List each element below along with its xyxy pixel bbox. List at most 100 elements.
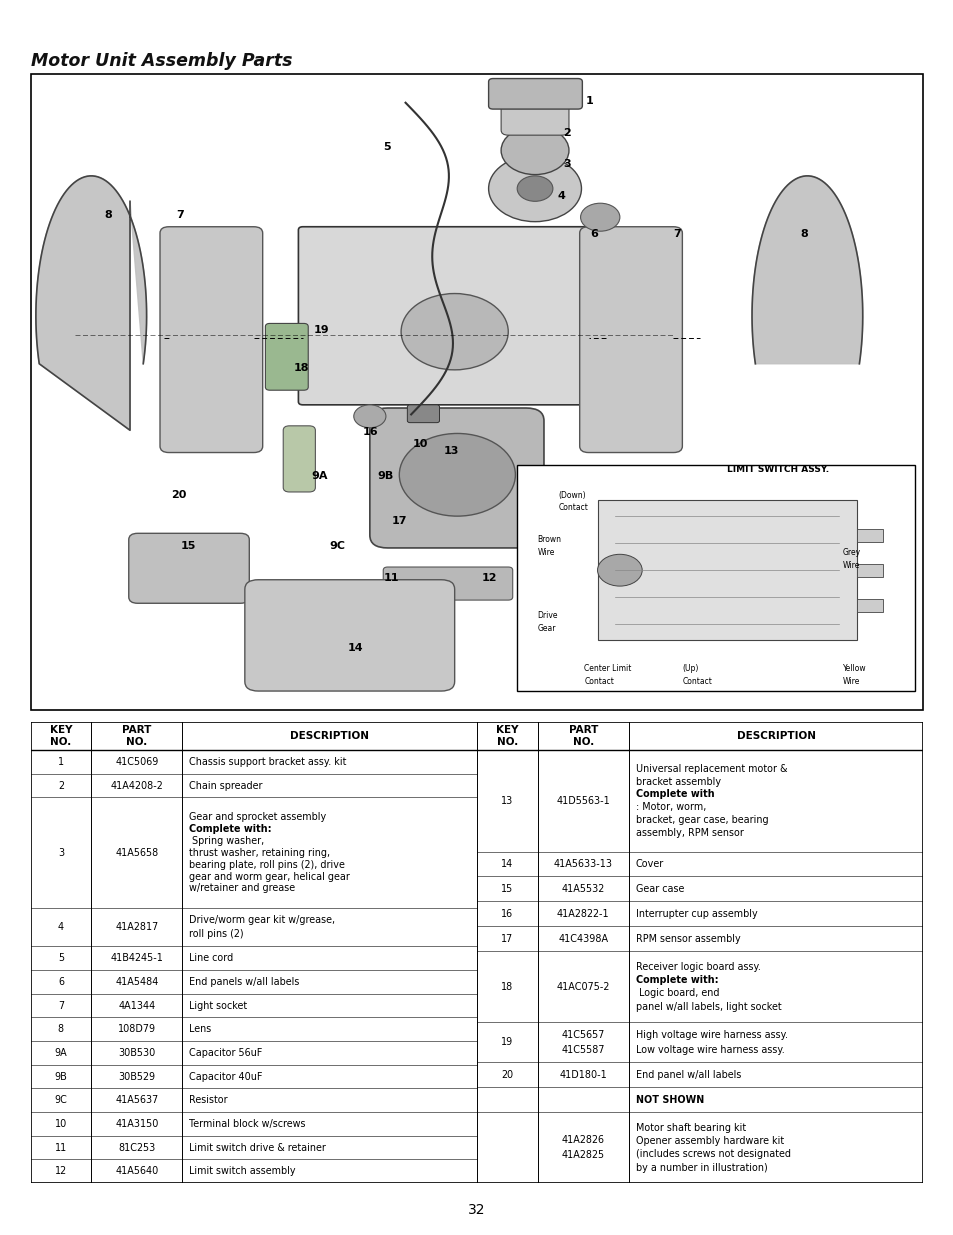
Text: 4: 4 bbox=[557, 191, 564, 201]
Text: PART
NO.: PART NO. bbox=[568, 725, 598, 747]
Text: 9A: 9A bbox=[312, 471, 328, 482]
Text: Contact: Contact bbox=[681, 677, 712, 685]
Text: 20: 20 bbox=[171, 490, 186, 500]
Text: Limit switch assembly: Limit switch assembly bbox=[190, 1166, 295, 1176]
Text: 10: 10 bbox=[54, 1119, 67, 1129]
Text: 41D5563-1: 41D5563-1 bbox=[556, 795, 610, 805]
Text: 7: 7 bbox=[176, 210, 184, 220]
Text: 18: 18 bbox=[294, 363, 309, 373]
FancyBboxPatch shape bbox=[488, 79, 581, 109]
Text: 10: 10 bbox=[413, 440, 428, 450]
Text: 1: 1 bbox=[58, 757, 64, 767]
FancyBboxPatch shape bbox=[383, 567, 512, 600]
Text: Wire: Wire bbox=[537, 548, 555, 557]
Text: RPM sensor assembly: RPM sensor assembly bbox=[636, 934, 740, 944]
Text: 41C4398A: 41C4398A bbox=[558, 934, 608, 944]
Text: NOT SHOWN: NOT SHOWN bbox=[636, 1094, 703, 1105]
Polygon shape bbox=[751, 175, 862, 364]
Text: (includes screws not designated: (includes screws not designated bbox=[636, 1150, 790, 1160]
Text: 4A1344: 4A1344 bbox=[118, 1000, 155, 1010]
Text: 8: 8 bbox=[58, 1024, 64, 1034]
Text: 13: 13 bbox=[500, 795, 513, 805]
Text: 41A3150: 41A3150 bbox=[115, 1119, 158, 1129]
Text: 4: 4 bbox=[58, 923, 64, 932]
Text: 2: 2 bbox=[58, 781, 64, 790]
Text: LIMIT SWITCH ASSY.: LIMIT SWITCH ASSY. bbox=[726, 466, 828, 474]
Text: 12: 12 bbox=[481, 573, 497, 583]
Text: (Up): (Up) bbox=[681, 664, 698, 673]
Text: Limit switch drive & retainer: Limit switch drive & retainer bbox=[190, 1142, 326, 1152]
Text: Wire: Wire bbox=[842, 561, 860, 569]
FancyBboxPatch shape bbox=[298, 227, 610, 405]
Text: 16: 16 bbox=[362, 426, 378, 436]
Text: bearing plate, roll pins (2), drive: bearing plate, roll pins (2), drive bbox=[190, 860, 345, 869]
Text: 41B4245-1: 41B4245-1 bbox=[111, 953, 163, 963]
Text: gear and worm gear, helical gear: gear and worm gear, helical gear bbox=[190, 872, 350, 882]
Text: Chassis support bracket assy. kit: Chassis support bracket assy. kit bbox=[190, 757, 347, 767]
Text: 1: 1 bbox=[585, 96, 593, 106]
Text: 41A5637: 41A5637 bbox=[115, 1095, 158, 1105]
Circle shape bbox=[580, 204, 619, 231]
Text: 9B: 9B bbox=[54, 1072, 68, 1082]
Text: Contact: Contact bbox=[558, 504, 587, 513]
Text: Gear: Gear bbox=[537, 624, 556, 634]
Text: w/retainer and grease: w/retainer and grease bbox=[190, 883, 295, 893]
Circle shape bbox=[517, 175, 553, 201]
Text: 5: 5 bbox=[58, 953, 64, 963]
Text: Line cord: Line cord bbox=[190, 953, 233, 963]
Text: 32: 32 bbox=[468, 1203, 485, 1218]
Text: Center Limit: Center Limit bbox=[583, 664, 631, 673]
Text: Complete with:: Complete with: bbox=[636, 976, 718, 986]
Text: 41A2822-1: 41A2822-1 bbox=[557, 909, 609, 919]
Text: 41C5587: 41C5587 bbox=[561, 1045, 604, 1055]
Text: assembly, RPM sensor: assembly, RPM sensor bbox=[636, 827, 743, 837]
Circle shape bbox=[500, 126, 568, 174]
Text: DESCRIPTION: DESCRIPTION bbox=[736, 731, 815, 741]
Circle shape bbox=[488, 156, 581, 221]
FancyBboxPatch shape bbox=[245, 579, 455, 692]
Bar bbox=[597, 500, 856, 640]
Text: Grey: Grey bbox=[842, 548, 861, 557]
Text: Contact: Contact bbox=[583, 677, 614, 685]
Text: End panels w/all labels: End panels w/all labels bbox=[190, 977, 299, 987]
Text: 41AC075-2: 41AC075-2 bbox=[556, 982, 609, 992]
Text: 41A4208-2: 41A4208-2 bbox=[111, 781, 163, 790]
Text: bracket, gear case, bearing: bracket, gear case, bearing bbox=[636, 815, 768, 825]
Text: 9B: 9B bbox=[376, 471, 393, 482]
Text: : Motor, worm,: : Motor, worm, bbox=[636, 803, 705, 813]
Text: 41A5658: 41A5658 bbox=[115, 848, 158, 858]
Text: Drive/worm gear kit w/grease,: Drive/worm gear kit w/grease, bbox=[190, 915, 335, 925]
Text: Low voltage wire harness assy.: Low voltage wire harness assy. bbox=[636, 1045, 784, 1055]
Text: 19: 19 bbox=[314, 325, 329, 335]
Text: 12: 12 bbox=[54, 1166, 67, 1176]
Text: Brown: Brown bbox=[537, 535, 561, 545]
Text: 30B529: 30B529 bbox=[118, 1072, 155, 1082]
Text: 41D180-1: 41D180-1 bbox=[558, 1070, 606, 1079]
Text: 41C5657: 41C5657 bbox=[561, 1030, 604, 1040]
Text: 30B530: 30B530 bbox=[118, 1049, 155, 1058]
Text: Complete with:: Complete with: bbox=[190, 824, 272, 834]
FancyBboxPatch shape bbox=[283, 426, 315, 492]
Text: Terminal block w/screws: Terminal block w/screws bbox=[190, 1119, 306, 1129]
Text: 14: 14 bbox=[500, 860, 513, 869]
Text: 41C5069: 41C5069 bbox=[115, 757, 158, 767]
Polygon shape bbox=[36, 175, 147, 430]
Text: 20: 20 bbox=[500, 1070, 513, 1079]
Text: Opener assembly hardware kit: Opener assembly hardware kit bbox=[636, 1136, 783, 1146]
Text: 9C: 9C bbox=[330, 541, 345, 551]
Text: Logic board, end: Logic board, end bbox=[636, 988, 719, 998]
Text: 6: 6 bbox=[58, 977, 64, 987]
Text: Resistor: Resistor bbox=[190, 1095, 228, 1105]
Text: Universal replacement motor &: Universal replacement motor & bbox=[636, 764, 786, 774]
Text: 17: 17 bbox=[500, 934, 513, 944]
Text: by a number in illustration): by a number in illustration) bbox=[636, 1162, 767, 1173]
Text: 14: 14 bbox=[347, 642, 363, 653]
Bar bbox=[856, 599, 882, 611]
Text: roll pins (2): roll pins (2) bbox=[190, 930, 244, 940]
Text: 81C253: 81C253 bbox=[118, 1142, 155, 1152]
FancyBboxPatch shape bbox=[579, 227, 681, 452]
Text: panel w/all labels, light socket: panel w/all labels, light socket bbox=[636, 1002, 781, 1011]
Text: Lens: Lens bbox=[190, 1024, 212, 1034]
Text: Capacitor 56uF: Capacitor 56uF bbox=[190, 1049, 262, 1058]
Text: KEY
NO.: KEY NO. bbox=[50, 725, 72, 747]
